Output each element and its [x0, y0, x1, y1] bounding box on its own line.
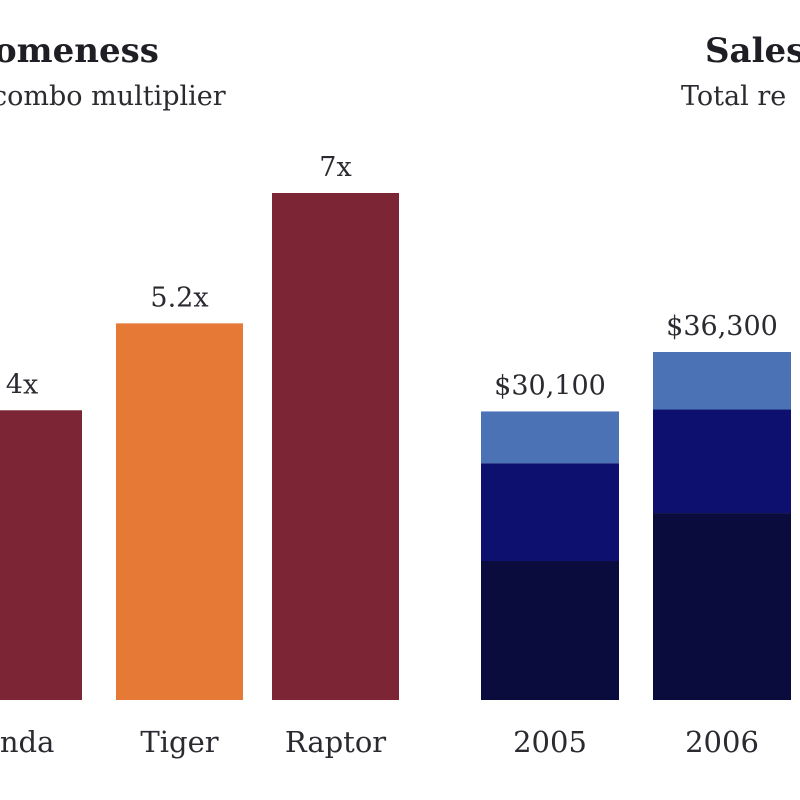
chart1-bars: [0, 193, 399, 700]
chart2-title: Sales: [705, 31, 800, 71]
tick-label-tiger: Tiger: [140, 725, 218, 759]
tick-label-anda: anda: [0, 725, 54, 759]
chart-combo-multiplier: omeness combo multiplier 4x 5.2x 7x anda Ti…: [0, 31, 399, 759]
bar-segment-2006-bottom: [653, 513, 791, 700]
bar-segment-2005-top: [481, 411, 619, 464]
data-label-2005: $30,100: [494, 370, 606, 401]
chart1-data-labels: 4x 5.2x 7x: [6, 152, 352, 400]
bar-segment-2006-middle: [653, 409, 791, 514]
bar-segment-2006-top: [653, 352, 791, 410]
chart2-data-labels: $30,100 $36,300: [494, 311, 778, 401]
data-label-anda: 4x: [6, 369, 38, 400]
chart2-bars: [481, 352, 791, 700]
chart2-category-labels: 2005 2006: [513, 725, 759, 759]
data-label-tiger: 5.2x: [150, 282, 208, 313]
tick-label-raptor: Raptor: [285, 725, 386, 759]
chart1-category-labels: anda Tiger Raptor: [0, 725, 386, 759]
chart1-subtitle: combo multiplier: [0, 81, 226, 112]
bar-segment-2005-middle: [481, 463, 619, 561]
bar-tiger: [116, 323, 243, 700]
chart-sales: Sales Total re $30,100 $36,300 2005 2006: [481, 31, 800, 759]
data-label-raptor: 7x: [319, 152, 351, 183]
chart1-title: omeness: [0, 31, 159, 71]
bar-anda: [0, 410, 82, 700]
bar-raptor: [272, 193, 399, 700]
tick-label-2005: 2005: [513, 725, 587, 759]
tick-label-2006: 2006: [685, 725, 759, 759]
data-label-2006: $36,300: [666, 311, 778, 342]
chart2-subtitle: Total re: [681, 81, 786, 112]
bar-segment-2005-bottom: [481, 560, 619, 700]
